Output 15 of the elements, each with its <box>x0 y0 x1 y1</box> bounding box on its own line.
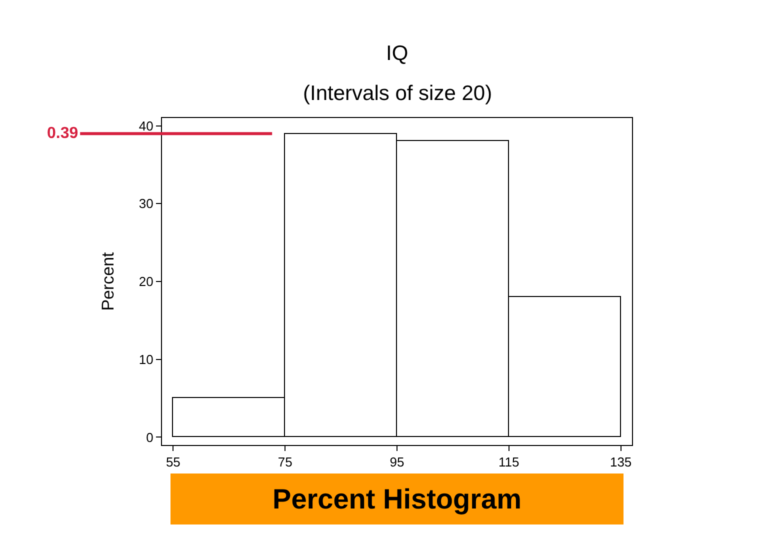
chart-subtitle: (Intervals of size 20) <box>303 82 492 105</box>
y-tick-label: 40 <box>138 118 154 134</box>
y-tick-label: 20 <box>138 274 154 290</box>
y-tick-label: 30 <box>138 196 154 212</box>
y-axis-title: Percent <box>98 252 118 311</box>
x-tick-label: 115 <box>498 454 520 470</box>
x-tick-label: 55 <box>166 454 180 470</box>
y-tick-label: 0 <box>146 430 154 445</box>
annotation: 0.39 <box>47 125 78 142</box>
text: Percent Histogram <box>272 484 522 514</box>
x-tick-label: 95 <box>390 454 404 470</box>
x-tick-label: 135 <box>610 454 632 470</box>
x-tick-label: 75 <box>278 454 292 470</box>
chart-title: IQ <box>386 42 408 65</box>
y-tick-label: 10 <box>138 352 154 367</box>
